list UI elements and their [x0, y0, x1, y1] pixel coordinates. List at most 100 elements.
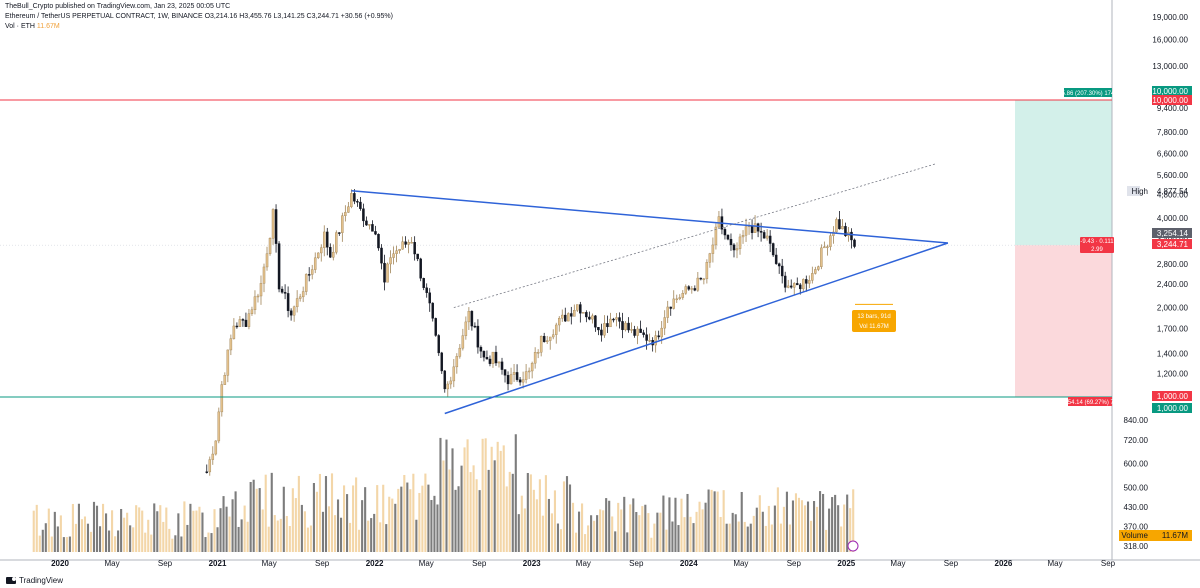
candle-body	[699, 277, 703, 280]
volume-bar	[635, 512, 638, 552]
candle-body	[844, 226, 847, 237]
volume-bar	[104, 513, 108, 552]
candle-body	[792, 283, 796, 288]
candle-body	[344, 212, 347, 216]
position-label-box	[1080, 237, 1114, 253]
volume-bar	[692, 523, 695, 552]
volume-bar	[812, 501, 816, 552]
candle-body	[545, 340, 549, 343]
volume-bar	[291, 488, 294, 552]
volume-bar	[846, 494, 849, 552]
time-axis[interactable]: 2020 May Sep 2021 May Sep 2022 May Sep 2023 May Sep…	[51, 559, 1116, 568]
candle-body	[696, 277, 700, 291]
candle-body	[820, 247, 823, 267]
volume-bar	[135, 505, 138, 552]
volume-bar	[264, 474, 267, 552]
candle-body	[253, 296, 257, 311]
candle-body	[356, 201, 359, 203]
horizontal-levels[interactable]	[0, 99, 1112, 398]
candle-body	[362, 208, 365, 222]
volume-bar	[713, 491, 716, 552]
candle-body	[524, 371, 528, 380]
candle-body	[717, 216, 721, 228]
volume-bar	[336, 499, 340, 552]
candle-body	[479, 346, 483, 352]
candle-body	[380, 247, 383, 264]
volume-bar	[333, 515, 337, 552]
volume-bar	[701, 509, 704, 552]
tradingview-logo[interactable]: TradingView	[6, 576, 63, 585]
candle-body	[323, 231, 326, 248]
volume-bar	[704, 502, 707, 552]
candle-body	[642, 332, 645, 335]
volume-bar	[809, 520, 813, 552]
price-badge	[1152, 86, 1192, 96]
volume-bar	[424, 473, 427, 552]
volume-bar	[108, 530, 111, 552]
price-tick-label: 16,000.00	[1152, 35, 1188, 44]
price-badge-text: 3,244.71	[1157, 240, 1189, 249]
candle-body	[232, 325, 236, 339]
volume-bar	[843, 504, 846, 552]
candle-body	[551, 334, 555, 338]
volume-badge	[1119, 530, 1192, 541]
volume-bar	[156, 511, 159, 552]
volume-bar	[831, 497, 834, 552]
volume-bar	[852, 489, 855, 552]
price-tick-label: 2,400.00	[1157, 280, 1189, 289]
position-label-line2: 2.99	[1091, 247, 1103, 253]
volume-bar	[147, 519, 150, 552]
volume-bar	[680, 498, 683, 552]
time-tick-label: May	[262, 559, 277, 568]
candle-body	[723, 229, 727, 236]
volume-bar	[80, 519, 84, 552]
volume-bar	[614, 531, 617, 552]
volume-bar	[659, 512, 662, 552]
candle-body	[446, 383, 450, 390]
candle-body	[687, 286, 691, 290]
candle-body	[461, 335, 465, 349]
candle-body	[425, 287, 428, 293]
candle-body	[702, 278, 706, 281]
candle-body	[591, 315, 594, 320]
candle-body	[434, 318, 437, 336]
ohlc-values: O3,214.16 H3,455.76 L3,141.25 C3,244.71 …	[204, 13, 393, 20]
price-badge-text: 10,000.00	[1152, 96, 1188, 105]
volume-bar	[574, 532, 578, 552]
volume-bar	[47, 508, 50, 552]
volume-bar	[89, 531, 93, 552]
volume-bar	[571, 502, 575, 552]
volume-bar	[355, 477, 358, 552]
candle-body	[365, 220, 368, 226]
volume-bar	[806, 501, 810, 552]
volume-bar	[213, 509, 216, 552]
volume-bar	[816, 506, 819, 552]
volume-bar	[698, 501, 701, 552]
candle-body	[582, 312, 585, 314]
candle-body	[783, 275, 787, 288]
volume-bar	[840, 526, 843, 552]
volume-bar	[267, 526, 270, 552]
volume-bar	[162, 521, 165, 552]
candle-body	[455, 356, 459, 368]
trendline-drawings[interactable]: 13 bars, 91d Vol 11.67M 6,745.86 (207.30%)…	[351, 88, 1127, 415]
candle-body	[750, 225, 754, 233]
volume-bar	[577, 511, 581, 552]
volume-bar	[255, 488, 258, 552]
volume-bar	[761, 511, 764, 552]
candle-body	[633, 329, 636, 336]
time-tick-label: 2026	[995, 559, 1013, 568]
volume-bar	[204, 537, 207, 552]
volume-tick-label: 720.00	[1124, 436, 1149, 445]
volume-bar	[53, 511, 56, 552]
candle-body	[473, 325, 477, 328]
time-tick-label: 2020	[51, 559, 69, 568]
candle-body	[817, 266, 820, 270]
candle-body	[554, 324, 558, 335]
candle-body	[301, 291, 305, 298]
volume-bar	[587, 525, 590, 552]
volume-bar	[324, 476, 328, 552]
candle-body	[217, 411, 221, 442]
volume-bar	[92, 501, 96, 552]
